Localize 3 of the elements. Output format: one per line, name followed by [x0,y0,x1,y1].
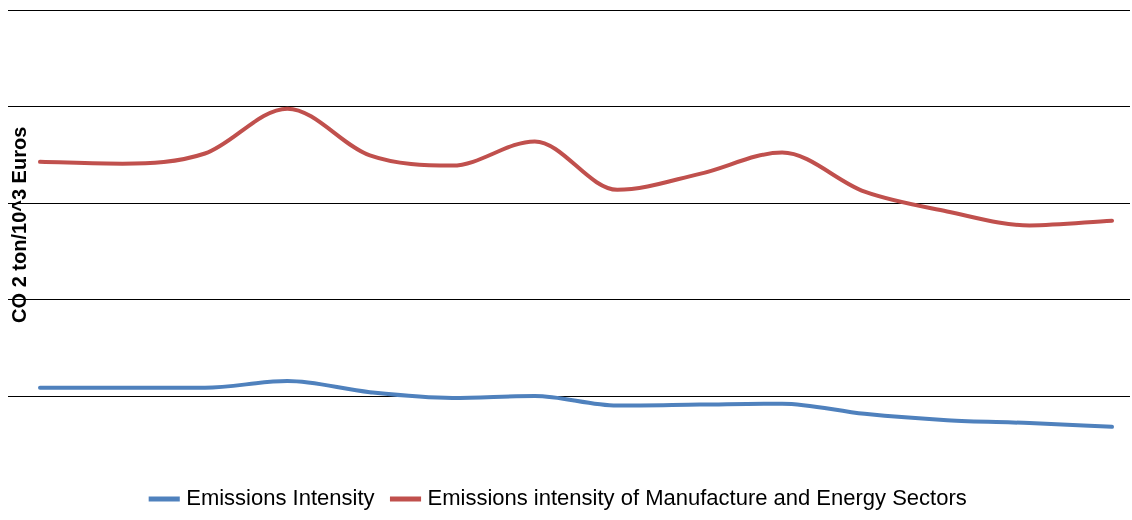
legend-label: Emissions intensity of Manufacture and Energy Sectors [427,485,967,511]
legend-label: Emissions Intensity [186,485,375,511]
y-axis-title: CO 2 ton/10^3 Euros [7,126,30,323]
